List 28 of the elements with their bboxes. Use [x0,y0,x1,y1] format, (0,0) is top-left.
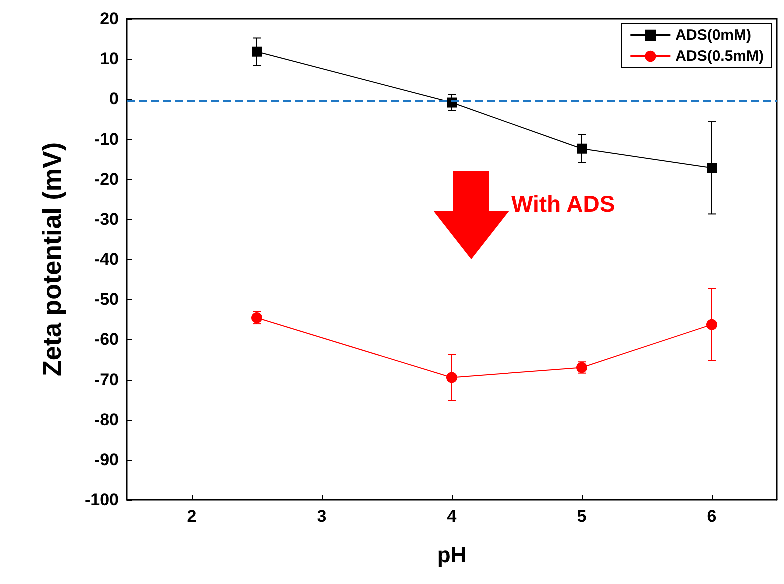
legend-label: ADS(0mM) [676,27,752,44]
y-tick-label: -60 [94,330,119,350]
y-tick-label: -10 [94,130,119,149]
point [577,144,587,154]
y-tick-label: 0 [110,90,119,109]
y-tick-label: -50 [94,290,119,310]
point [707,163,717,174]
y-tick-label: -100 [84,490,119,510]
legend-label: ADS(0.5mM) [676,48,764,65]
point [706,319,718,330]
y-tick-label: -90 [94,450,119,470]
point [252,46,262,57]
y-axis-title: Zeta potential (mV) [37,142,67,377]
x-tick-label: 2 [187,507,197,526]
y-tick-label: -40 [94,250,119,269]
y-tick-label: 10 [100,50,119,69]
y-tick-label: -70 [94,370,119,390]
y-tick-label: -20 [94,170,119,189]
y-tick-label: -30 [94,210,119,229]
x-tick-label: 5 [577,507,587,526]
annotation: With ADS [512,191,616,218]
y-tick-label: 20 [100,10,119,28]
x-tick-label: 6 [707,507,717,526]
x-axis-title: pH [437,542,467,568]
x-tick-label: 3 [317,507,327,526]
x-tick-label: 4 [447,507,458,526]
point [446,372,458,384]
y-tick-label: -80 [94,410,119,430]
